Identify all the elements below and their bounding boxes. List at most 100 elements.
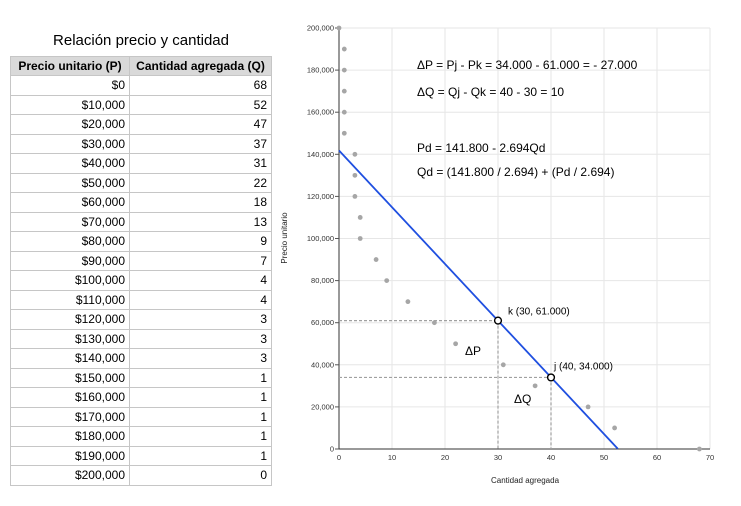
- cell-price: $160,000: [10, 387, 130, 408]
- cell-quantity: 3: [129, 328, 272, 349]
- scatter-point: [405, 299, 411, 305]
- annotation-inverse-equation: Qd = (141.800 / 2.694) + (Pd / 2.694): [417, 165, 614, 179]
- scatter-point: [352, 172, 358, 178]
- scatter-point: [336, 25, 342, 31]
- cell-quantity: 1: [129, 406, 272, 427]
- cell-price: $100,000: [10, 270, 130, 291]
- table-row: $200,000 0: [10, 465, 272, 486]
- cell-quantity: 68: [129, 75, 272, 96]
- cell-price: $190,000: [10, 445, 130, 466]
- x-axis-title: Cantidad agregada: [491, 476, 560, 485]
- table-row: $170,000 1: [10, 406, 272, 427]
- annotation-delta-q: ΔQ = Qj - Qk = 40 - 30 = 10: [417, 85, 564, 99]
- marked-point-label: k (30, 61.000): [508, 307, 570, 318]
- demand-line: [338, 149, 619, 450]
- cell-price: $20,000: [10, 114, 130, 135]
- data-points: [336, 25, 702, 452]
- scatter-point: [500, 362, 506, 368]
- x-tick-label: 10: [388, 453, 396, 462]
- cell-quantity: 52: [129, 94, 272, 115]
- y-tick-label: 20,000: [311, 402, 334, 411]
- table-row: $190,000 1: [10, 445, 272, 466]
- cell-quantity: 4: [129, 270, 272, 291]
- y-tick-label: 160,000: [307, 108, 334, 117]
- y-tick-label: 80,000: [311, 276, 334, 285]
- table-title: Relación precio y cantidad: [53, 32, 229, 49]
- cell-quantity: 9: [129, 231, 272, 252]
- cell-price: $0: [10, 75, 130, 96]
- cell-quantity: 1: [129, 387, 272, 408]
- table-row: $20,000 47: [10, 114, 272, 135]
- y-tick-label: 120,000: [307, 192, 334, 201]
- scatter-point: [373, 257, 379, 262]
- annotation-delta-p: ΔP = Pj - Pk = 34.000 - 61.000 = - 27.00…: [417, 58, 638, 72]
- scatter-point: [585, 404, 591, 410]
- cell-quantity: 4: [129, 289, 272, 310]
- chart-ticks: 0 10 20 30 40 50 60 70 0 20,000 40,000 60,000 80,000…: [307, 24, 714, 463]
- y-axis-title: Precio unitario: [280, 212, 289, 264]
- scatter-point: [357, 215, 363, 220]
- table-row: $80,000 9: [10, 231, 272, 252]
- scatter-point: [341, 109, 347, 115]
- cell-quantity: 1: [129, 426, 272, 447]
- y-tick-label: 100,000: [307, 234, 334, 243]
- cell-price: $170,000: [10, 406, 130, 427]
- scatter-point: [532, 383, 538, 389]
- cell-quantity: 47: [129, 114, 272, 135]
- table-row: $130,000 3: [10, 328, 272, 349]
- table-row: $70,000 13: [10, 211, 272, 232]
- table-row: $10,000 52: [10, 94, 272, 115]
- y-tick-label: 200,000: [307, 24, 334, 33]
- cell-quantity: 31: [129, 153, 272, 174]
- cell-quantity: 1: [129, 445, 272, 466]
- scatter-point: [341, 67, 347, 73]
- cell-price: $70,000: [10, 211, 130, 232]
- scatter-point: [341, 130, 347, 136]
- scatter-point: [384, 278, 390, 283]
- cell-quantity: 3: [129, 309, 272, 330]
- data-table-panel: Relación precio y cantidad Precio unitar…: [10, 30, 272, 486]
- y-tick-label: 60,000: [311, 318, 334, 327]
- scatter-point: [453, 341, 458, 347]
- marked-points: k (30, 61.000) j (40, 34.000): [493, 307, 613, 382]
- marked-point: [546, 373, 556, 382]
- table-row: $30,000 37: [10, 133, 272, 154]
- table-row: $60,000 18: [10, 192, 272, 213]
- table-row: $160,000 1: [10, 387, 272, 408]
- cell-price: $50,000: [10, 172, 130, 193]
- cell-price: $130,000: [10, 328, 130, 349]
- table-row: $110,000 4: [10, 289, 272, 310]
- scatter-point: [341, 46, 347, 52]
- x-tick-label: 0: [337, 453, 341, 462]
- x-tick-label: 20: [441, 453, 449, 462]
- table-header-row: Precio unitario (P) Cantidad agregada (Q…: [10, 56, 272, 76]
- demand-chart: 0 10 20 30 40 50 60 70 0 20,000 40,000 60,000 80,000…: [280, 24, 714, 486]
- y-tick-label: 140,000: [307, 150, 334, 159]
- scatter-point: [352, 194, 358, 199]
- guide-lines: [339, 319, 552, 449]
- cell-price: $90,000: [10, 250, 130, 271]
- cell-price: $80,000: [10, 231, 130, 252]
- x-tick-label: 40: [547, 453, 555, 462]
- y-tick-label: 40,000: [311, 360, 334, 369]
- table-row: $40,000 31: [10, 153, 272, 174]
- scatter-point: [432, 320, 437, 326]
- cell-price: $120,000: [10, 309, 130, 330]
- cell-quantity: 13: [129, 211, 272, 232]
- y-tick-label: 0: [330, 445, 334, 454]
- x-tick-label: 70: [706, 453, 714, 462]
- cell-price: $30,000: [10, 133, 130, 154]
- cell-quantity: 22: [129, 172, 272, 193]
- cell-quantity: 1: [129, 367, 272, 388]
- demand-line-path: [338, 149, 619, 450]
- table-row: $0 68: [10, 75, 272, 96]
- price-quantity-table: Precio unitario (P) Cantidad agregada (Q…: [10, 56, 272, 486]
- header-price: Precio unitario (P): [10, 56, 130, 76]
- cell-quantity: 7: [129, 250, 272, 271]
- table-row: $180,000 1: [10, 426, 272, 447]
- cell-price: $10,000: [10, 94, 130, 115]
- x-tick-label: 30: [494, 453, 502, 462]
- cell-price: $110,000: [10, 289, 130, 310]
- cell-price: $40,000: [10, 153, 130, 174]
- scatter-point: [341, 88, 347, 94]
